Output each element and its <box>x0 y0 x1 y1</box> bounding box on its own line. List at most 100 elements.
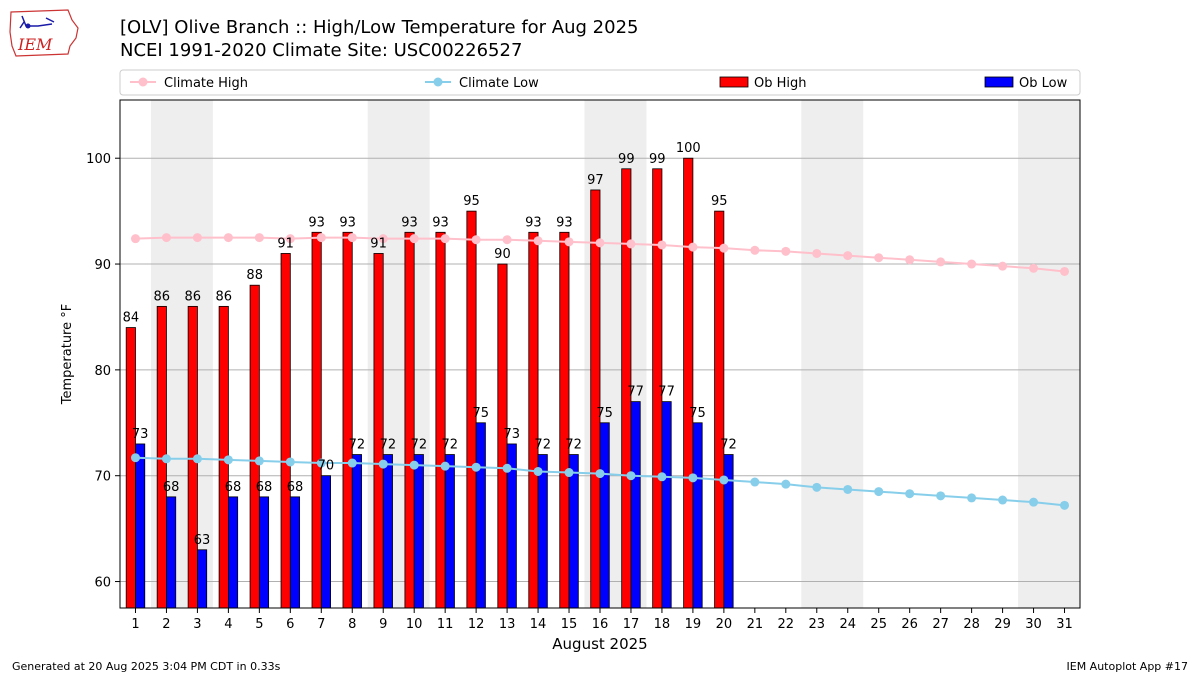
ob-high-label-day-8: 93 <box>339 215 356 230</box>
climate-high-point-day-12 <box>471 235 481 245</box>
ob-high-bar-day-9 <box>373 253 384 609</box>
climate-low-point-day-12 <box>471 462 481 472</box>
climate-high-point-day-11 <box>440 234 450 244</box>
x-tick-label-7: 7 <box>317 617 325 632</box>
climate-high-point-day-9 <box>378 234 388 244</box>
climate-low-point-day-21 <box>750 477 760 487</box>
x-tick-label-26: 26 <box>901 617 918 632</box>
x-tick-label-14: 14 <box>530 617 547 632</box>
ob-high-legend-label: Ob High <box>754 76 807 91</box>
ob-low-bar-day-15 <box>568 454 579 609</box>
ob-low-label-day-10: 72 <box>411 438 428 453</box>
climate-high-point-day-15 <box>564 237 574 247</box>
x-tick-label-24: 24 <box>839 617 856 632</box>
ob-low-label-day-13: 73 <box>503 427 520 442</box>
ob-high-bar-day-11 <box>435 231 446 609</box>
climate-low-point-day-14 <box>533 466 543 476</box>
axes: 1 2 3 4 5 6 7 8 9 10 11 12 13 14 15 16 17 18 19 20 21 22 23 24 2… <box>86 152 1073 632</box>
ob-low-label-day-8: 72 <box>349 438 366 453</box>
ob-high-label-day-12: 95 <box>463 194 480 209</box>
ob-low-bar-day-17 <box>630 401 641 609</box>
climate-high-point-day-10 <box>409 234 419 244</box>
ob-high-label-day-20: 95 <box>711 194 728 209</box>
x-tick-label-17: 17 <box>623 617 640 632</box>
ob-high-label-day-4: 86 <box>215 289 232 304</box>
x-tick-label-20: 20 <box>716 617 733 632</box>
climate-low-point-day-16 <box>595 469 605 479</box>
ob-low-bar-day-12 <box>475 422 486 609</box>
ob-low-label-day-17: 77 <box>627 385 644 400</box>
x-tick-label-9: 9 <box>379 617 387 632</box>
climate-high-point-day-2 <box>161 233 171 243</box>
ob-low-bar-day-16 <box>599 422 610 609</box>
climate-high-point-day-28 <box>967 259 977 269</box>
ob-high-bar-day-6 <box>280 253 291 609</box>
climate-high-point-day-16 <box>595 238 605 248</box>
climate-low-point-day-19 <box>688 473 698 483</box>
x-tick-label-1: 1 <box>131 617 139 632</box>
weekend-band-4 <box>1018 100 1080 608</box>
climate-high-point-day-19 <box>688 242 698 252</box>
climate-high-point-day-3 <box>192 233 202 243</box>
climate-low-point-day-2 <box>161 454 171 464</box>
x-tick-label-19: 19 <box>685 617 702 632</box>
ob-high-legend-swatch <box>719 76 749 88</box>
x-axis-label: August 2025 <box>552 635 647 653</box>
climate-high-point-day-31 <box>1060 266 1070 276</box>
bar-value-labels: 84 86 86 86 88 91 93 93 91 93 93 95 90 93 93 97 99 99 100 9… <box>123 141 737 548</box>
chart-subtitle: NCEI 1991-2020 Climate Site: USC00226527 <box>120 40 523 61</box>
y-axis-label: Temperature °F <box>60 304 75 405</box>
x-tick-label-3: 3 <box>193 617 201 632</box>
ob-high-label-day-10: 93 <box>401 215 418 230</box>
ob-high-bar-day-8 <box>342 231 353 609</box>
climate-high-point-day-13 <box>502 235 512 245</box>
x-tick-label-12: 12 <box>468 617 485 632</box>
climate-low-point-day-5 <box>254 456 264 466</box>
generated-timestamp: Generated at 20 Aug 2025 3:04 PM CDT in … <box>12 660 281 673</box>
climate-low-point-day-10 <box>409 460 419 470</box>
ob-high-label-day-16: 97 <box>587 173 604 188</box>
ob-high-label-day-9: 91 <box>370 236 387 251</box>
climate-high-point-day-4 <box>223 233 233 243</box>
ob-low-bar-day-10 <box>413 454 424 609</box>
x-tick-label-5: 5 <box>255 617 263 632</box>
climate-low-point-day-7 <box>316 458 326 468</box>
climate-high-point-day-25 <box>874 253 884 263</box>
climate-high-point-day-30 <box>1029 263 1039 273</box>
climate-high-point-day-20 <box>719 243 729 253</box>
climate-high-point-day-18 <box>657 240 667 250</box>
x-tick-label-6: 6 <box>286 617 294 632</box>
y-tick-label-100: 100 <box>86 152 111 167</box>
chart-title: [OLV] Olive Branch :: High/Low Temperatu… <box>120 17 639 38</box>
climate-high-point-day-21 <box>750 245 760 255</box>
legend-box <box>119 69 1081 96</box>
ob-high-label-day-2: 86 <box>154 289 171 304</box>
ob-high-bar-day-10 <box>404 231 415 609</box>
ob-high-bar-day-14 <box>528 231 539 609</box>
bars <box>125 157 734 609</box>
ob-low-label-day-6: 68 <box>287 480 304 495</box>
iowa-outline-icon <box>9 9 79 57</box>
ob-low-label-day-16: 75 <box>596 406 613 421</box>
climate-low-point-day-18 <box>657 472 667 482</box>
climate-low-point-day-15 <box>564 468 574 478</box>
climate-high-point-day-14 <box>533 236 543 246</box>
climate-low-point-day-13 <box>502 463 512 473</box>
ob-high-label-day-1: 84 <box>123 311 140 326</box>
ob-low-bar-day-2 <box>166 496 177 609</box>
ob-low-label-day-18: 77 <box>658 385 675 400</box>
ob-low-label-day-2: 68 <box>163 480 180 495</box>
ob-low-label-day-11: 72 <box>442 438 459 453</box>
y-tick-label-80: 80 <box>94 364 111 379</box>
climate-high-point-day-27 <box>936 257 946 267</box>
ob-high-bar-day-1 <box>125 327 136 609</box>
ob-high-label-day-5: 88 <box>246 268 263 283</box>
climate-high-point-day-7 <box>316 233 326 243</box>
climate-high-point-day-5 <box>254 233 264 243</box>
climate-lines <box>130 233 1070 510</box>
ob-high-bar-day-7 <box>311 231 322 609</box>
ob-high-label-day-13: 90 <box>494 247 511 262</box>
x-tick-label-29: 29 <box>994 617 1011 632</box>
ob-low-legend-label: Ob Low <box>1019 76 1068 91</box>
